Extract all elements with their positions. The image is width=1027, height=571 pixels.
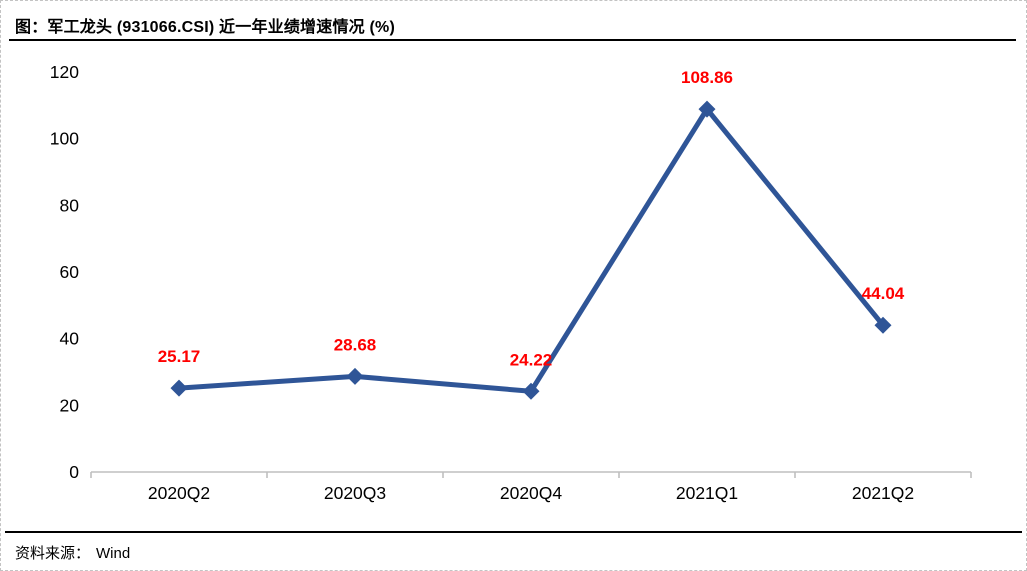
data-point-label: 28.68 [334, 335, 377, 354]
y-axis-tick-label: 0 [69, 462, 79, 482]
source-label: 资料来源： [15, 545, 91, 562]
data-point-marker [522, 382, 540, 400]
data-point-label: 24.22 [510, 350, 553, 369]
y-axis-tick-label: 40 [60, 329, 80, 349]
data-point-marker [874, 316, 892, 334]
x-axis-category-label: 2021Q2 [852, 483, 914, 503]
y-axis-tick-label: 100 [50, 129, 79, 149]
x-axis-category-label: 2020Q3 [324, 483, 386, 503]
y-axis-tick-label: 120 [50, 62, 79, 82]
data-point-marker [698, 100, 716, 118]
y-axis-tick-label: 60 [60, 262, 80, 282]
y-axis-tick-label: 80 [60, 195, 80, 215]
data-point-label: 108.86 [681, 68, 733, 87]
source-value: Wind [96, 545, 131, 562]
data-point-label: 44.04 [862, 284, 905, 303]
y-axis-tick-label: 20 [60, 395, 80, 415]
source-bar: 资料来源： Wind [5, 531, 1022, 563]
data-point-marker [346, 367, 364, 385]
data-point-marker [170, 379, 188, 397]
series-line [176, 106, 886, 394]
data-point-label: 25.17 [158, 347, 201, 366]
figure-title: 图：军工龙头 (931066.CSI) 近一年业绩增速情况 (%) [15, 19, 395, 36]
figure-title-bar: 图：军工龙头 (931066.CSI) 近一年业绩增速情况 (%) [9, 1, 1016, 41]
x-axis-category-label: 2020Q4 [500, 483, 563, 503]
x-axis-category-label: 2020Q2 [148, 483, 210, 503]
x-axis-category-label: 2021Q1 [676, 483, 738, 503]
